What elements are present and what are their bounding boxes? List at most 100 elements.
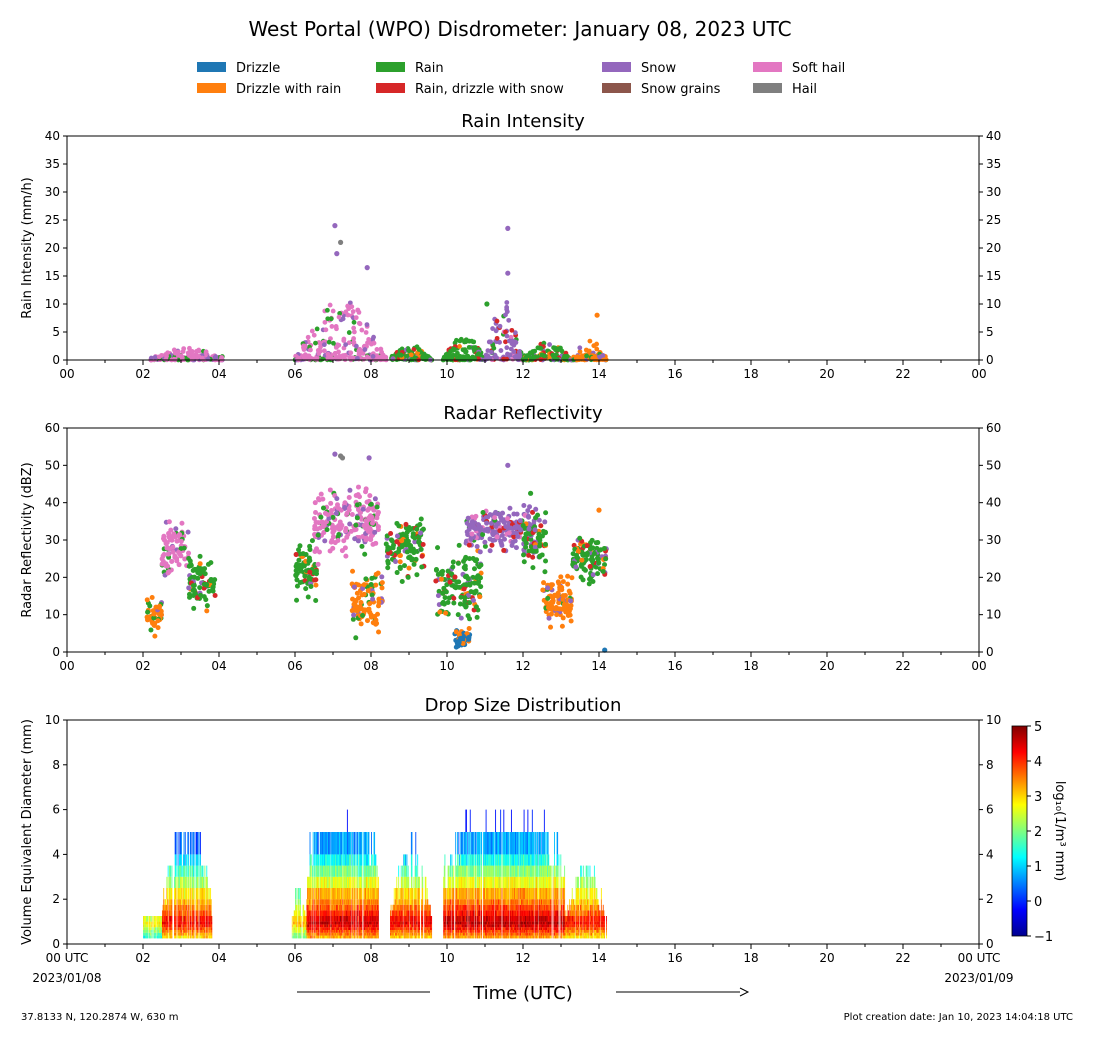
data-point <box>537 553 543 559</box>
dsd-cell <box>298 904 300 911</box>
dsd-cell <box>308 916 310 922</box>
dsd-cell <box>170 916 172 922</box>
data-point <box>297 562 303 568</box>
data-point <box>579 557 585 563</box>
dsd-cell <box>348 921 350 925</box>
dsd-cell <box>328 888 330 900</box>
dsd-cell <box>295 927 296 930</box>
dsd-cell <box>159 916 161 922</box>
dsd-cell <box>339 888 341 900</box>
dsd-cell <box>293 916 294 922</box>
dsd-cell <box>177 910 179 916</box>
dsd-cell <box>343 927 345 930</box>
dsd-cell <box>334 876 336 888</box>
data-point <box>577 345 583 351</box>
data-point <box>210 584 216 590</box>
dsd-cell <box>321 930 323 933</box>
dsd-cell <box>358 832 360 855</box>
data-point <box>348 528 354 534</box>
dsd-cell <box>182 932 184 936</box>
dsd-cell <box>187 899 189 905</box>
dsd-cell <box>197 854 199 866</box>
dsd-cell <box>178 865 180 877</box>
data-point <box>361 582 367 588</box>
legend-swatch <box>197 83 226 93</box>
dsd-cell <box>352 935 353 939</box>
dsd-cell <box>158 921 160 925</box>
data-point <box>360 506 366 512</box>
dsd-cell <box>167 921 169 925</box>
data-point <box>212 593 218 599</box>
dsd-cell <box>355 921 357 925</box>
data-point <box>376 603 382 609</box>
dsd-cell <box>174 876 175 888</box>
data-point <box>462 595 468 601</box>
dsd-cell <box>331 921 333 925</box>
dsd-cell <box>331 916 332 922</box>
data-point <box>487 548 493 554</box>
dsd-cell <box>181 888 182 900</box>
dsd-cell <box>167 930 169 933</box>
dsd-cell <box>316 865 318 877</box>
dsd-cell <box>198 854 200 866</box>
dsd-cell <box>299 935 301 939</box>
dsd-cell <box>329 927 331 930</box>
dsd-cell <box>317 930 319 933</box>
data-point <box>539 352 545 358</box>
dsd-cell <box>204 916 206 922</box>
dsd-cell <box>189 899 191 905</box>
dsd-cell <box>170 888 172 900</box>
data-point <box>601 545 607 551</box>
data-point <box>205 561 211 567</box>
dsd-cell <box>185 899 187 905</box>
dsd-cell <box>297 924 299 928</box>
dsd-cell <box>345 932 347 936</box>
dsd-cell <box>361 854 363 866</box>
dsd-cell <box>358 935 360 939</box>
dsd-cell <box>357 904 358 911</box>
dsd-cell <box>162 924 164 928</box>
data-point <box>511 349 517 355</box>
dsd-cell <box>174 932 176 936</box>
data-point <box>446 595 452 601</box>
dsd-cell <box>318 854 320 866</box>
dsd-cell <box>339 832 341 855</box>
dsd-cell <box>347 935 349 939</box>
data-point <box>504 345 510 351</box>
dsd-cell <box>360 930 362 933</box>
dsd-cell <box>178 935 180 939</box>
dsd-cell <box>196 927 198 930</box>
dsd-cell <box>322 932 324 936</box>
dsd-cell <box>210 899 212 905</box>
data-point <box>379 574 385 580</box>
dsd-cell <box>312 876 314 888</box>
dsd-cell <box>175 910 177 916</box>
dsd-cell <box>359 854 361 866</box>
dsd-cell <box>155 924 156 928</box>
dsd-cell <box>334 916 336 922</box>
dsd-cell <box>315 899 317 905</box>
dsd-cell <box>317 904 319 911</box>
dsd-cell <box>345 927 347 930</box>
dsd-cell <box>340 899 342 905</box>
dsd-cell <box>206 932 208 936</box>
dsd-cell <box>204 927 206 930</box>
dsd-cell <box>357 854 358 866</box>
dsd-cell <box>320 916 322 922</box>
dsd-cell <box>327 932 329 936</box>
data-point <box>545 605 551 611</box>
dsd-cell <box>351 888 353 900</box>
dsd-cell <box>176 904 178 911</box>
dsd-cell <box>167 904 168 911</box>
y-tick-label-right: 30 <box>986 533 1001 547</box>
data-point <box>362 347 368 352</box>
dsd-cell <box>158 935 160 939</box>
dsd-cell <box>348 865 350 877</box>
dsd-cell <box>350 904 351 911</box>
data-point <box>353 315 359 321</box>
dsd-cell <box>341 876 343 888</box>
data-point <box>600 353 606 358</box>
dsd-cell <box>358 910 360 916</box>
dsd-cell <box>338 865 339 877</box>
